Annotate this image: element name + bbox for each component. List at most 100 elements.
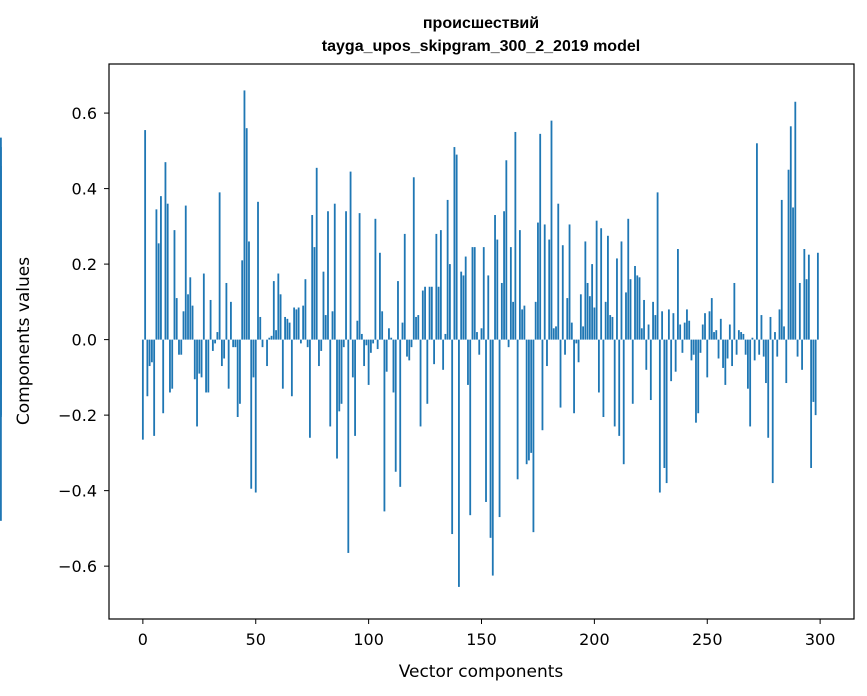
bar-18 bbox=[182, 311, 185, 340]
bar-254 bbox=[715, 330, 718, 340]
bar-96 bbox=[358, 213, 361, 340]
y-tick-label: 0.6 bbox=[72, 104, 97, 123]
bar-250 bbox=[706, 339, 709, 378]
bar-118 bbox=[408, 339, 411, 361]
bar-188 bbox=[566, 298, 569, 340]
bar-70 bbox=[299, 339, 302, 344]
bar-173 bbox=[532, 339, 535, 533]
bar-17 bbox=[180, 339, 183, 355]
bar-294 bbox=[805, 279, 808, 340]
bar-22 bbox=[191, 305, 194, 340]
bar-111 bbox=[392, 339, 395, 393]
bar-20 bbox=[187, 294, 189, 340]
bar-122 bbox=[417, 315, 420, 340]
bar-251 bbox=[708, 311, 711, 340]
bar-151 bbox=[482, 247, 485, 340]
bar-156 bbox=[494, 215, 496, 340]
bar-191 bbox=[573, 339, 575, 414]
bar-295 bbox=[807, 254, 810, 340]
bar-undefined bbox=[0, 339, 2, 521]
bar-24 bbox=[196, 339, 198, 427]
bar-136 bbox=[448, 264, 451, 340]
bar-39 bbox=[230, 301, 232, 340]
bar-131 bbox=[437, 286, 440, 340]
bar-82 bbox=[327, 211, 329, 340]
bar-232 bbox=[665, 339, 668, 484]
bar-69 bbox=[297, 307, 300, 340]
bar-291 bbox=[798, 282, 801, 340]
bar-283 bbox=[780, 199, 783, 340]
bar-0 bbox=[141, 339, 144, 440]
bar-35 bbox=[220, 339, 223, 367]
bar-242 bbox=[688, 320, 691, 340]
bar-104 bbox=[376, 339, 379, 350]
bar-259 bbox=[726, 339, 729, 359]
bar-246 bbox=[697, 339, 700, 414]
bar-116 bbox=[403, 233, 406, 340]
bar-293 bbox=[803, 249, 806, 340]
y-tick-label: −0.6 bbox=[58, 557, 97, 576]
bar-undefined bbox=[0, 294, 2, 340]
bar-56 bbox=[268, 337, 271, 340]
bar-203 bbox=[600, 228, 603, 340]
bar-16 bbox=[178, 339, 180, 355]
bar-129 bbox=[433, 339, 435, 365]
bar-55 bbox=[266, 339, 268, 367]
bar-19 bbox=[184, 205, 187, 340]
bar-72 bbox=[304, 279, 307, 340]
bar-161 bbox=[505, 160, 508, 340]
bar-44 bbox=[241, 260, 244, 340]
bar-32 bbox=[214, 339, 217, 344]
bar-89 bbox=[342, 339, 345, 348]
bar-98 bbox=[363, 339, 366, 367]
bar-167 bbox=[518, 230, 521, 340]
bar-225 bbox=[649, 339, 652, 401]
bar-249 bbox=[704, 313, 706, 340]
bar-33 bbox=[216, 332, 219, 340]
bar-282 bbox=[778, 309, 781, 340]
bar-108 bbox=[385, 339, 388, 372]
bar-155 bbox=[491, 339, 494, 576]
bar-80 bbox=[322, 271, 325, 340]
bar-244 bbox=[692, 339, 695, 355]
bar-162 bbox=[507, 339, 510, 348]
bar-146 bbox=[471, 247, 474, 340]
bar-100 bbox=[367, 339, 370, 385]
bar-49 bbox=[252, 339, 255, 378]
bar-127 bbox=[428, 286, 431, 340]
bar-158 bbox=[498, 339, 501, 518]
bar-233 bbox=[667, 309, 670, 340]
bar-117 bbox=[406, 339, 408, 357]
bar-275 bbox=[762, 339, 765, 357]
bar-101 bbox=[369, 339, 372, 353]
bar-45 bbox=[243, 90, 246, 340]
bar-113 bbox=[397, 281, 399, 340]
bar-208 bbox=[611, 316, 614, 340]
bar-3 bbox=[148, 339, 151, 367]
bar-234 bbox=[670, 339, 673, 382]
bar-296 bbox=[810, 339, 813, 468]
bar-194 bbox=[579, 294, 582, 340]
bar-224 bbox=[647, 324, 650, 340]
bar-30 bbox=[209, 299, 212, 340]
bar-26 bbox=[200, 339, 203, 378]
bar-10 bbox=[164, 162, 167, 340]
bar-99 bbox=[365, 339, 368, 346]
bar-47 bbox=[248, 241, 250, 340]
bar-223 bbox=[645, 339, 648, 370]
bar-236 bbox=[674, 339, 677, 372]
bar-274 bbox=[760, 315, 763, 340]
bar-230 bbox=[661, 311, 664, 340]
bar-266 bbox=[742, 333, 745, 340]
bar-159 bbox=[500, 282, 503, 340]
bar-147 bbox=[473, 247, 476, 340]
bar-289 bbox=[794, 101, 797, 340]
bar-195 bbox=[582, 326, 584, 340]
bar-2 bbox=[146, 339, 149, 397]
bar-160 bbox=[503, 211, 505, 340]
bar-185 bbox=[559, 339, 562, 408]
bar-95 bbox=[356, 320, 359, 340]
bar-31 bbox=[211, 339, 214, 351]
bar-245 bbox=[695, 339, 697, 423]
